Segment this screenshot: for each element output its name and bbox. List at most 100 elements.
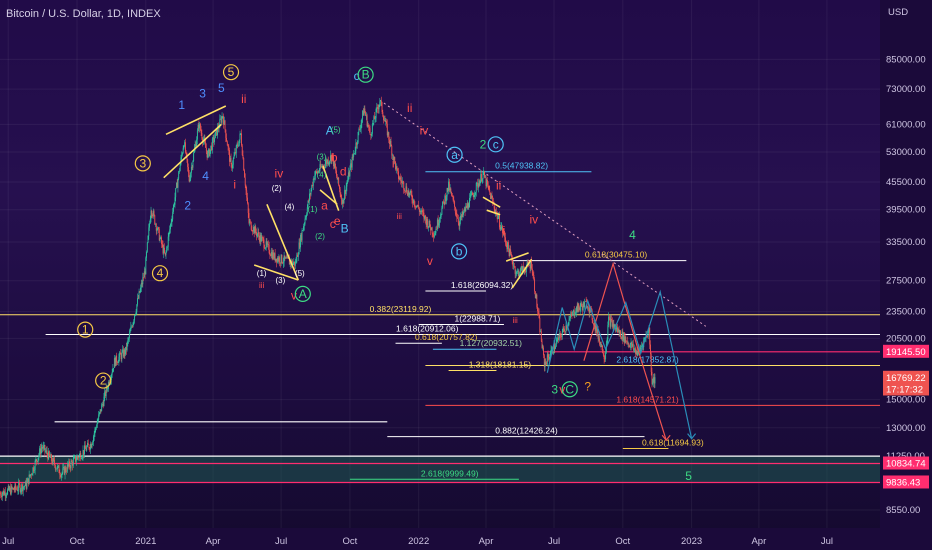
candle-body xyxy=(223,120,225,125)
candle-body xyxy=(421,210,423,212)
candle-body xyxy=(644,337,645,340)
candle-body xyxy=(635,350,637,354)
candle-body xyxy=(458,222,460,227)
wave-label: a xyxy=(451,148,458,162)
wave-label: iv xyxy=(420,123,429,137)
candle-body xyxy=(278,257,280,261)
candle-body xyxy=(513,265,515,267)
wave-label: iv xyxy=(529,213,538,227)
candle-body xyxy=(494,208,496,213)
candle-body xyxy=(211,138,213,151)
candle-body xyxy=(330,155,332,162)
candle-body xyxy=(610,319,612,327)
candle-body xyxy=(45,450,47,452)
candle-body xyxy=(66,464,68,472)
candle-body xyxy=(602,345,604,353)
candle-body xyxy=(552,353,554,354)
candle-body xyxy=(253,227,254,232)
candle-body xyxy=(306,207,308,215)
candle-body xyxy=(447,187,449,191)
pattern-line xyxy=(511,258,533,289)
candle-body xyxy=(22,486,24,492)
candle-body xyxy=(126,342,128,350)
candle-body xyxy=(500,226,502,230)
wave-label: (2) xyxy=(272,184,282,193)
candle-body xyxy=(401,181,403,183)
candle-body xyxy=(577,303,579,312)
candle-body xyxy=(15,484,17,489)
candle-body xyxy=(101,403,103,405)
candle-body xyxy=(7,486,9,490)
candle-body xyxy=(83,450,85,455)
y-tick-label: 85000.00 xyxy=(886,54,926,65)
candle-body xyxy=(82,450,84,457)
candle-body xyxy=(118,356,120,363)
candle-body xyxy=(298,242,300,255)
candle-body xyxy=(214,138,216,142)
candle-body xyxy=(100,409,102,412)
candle-body xyxy=(140,283,142,288)
candle-body xyxy=(478,183,479,188)
candle-body xyxy=(374,118,376,120)
candle-body xyxy=(121,352,123,360)
candle-body xyxy=(84,445,86,449)
candle-body xyxy=(266,241,268,245)
x-tick-label: Apr xyxy=(206,536,221,547)
candle-body xyxy=(527,262,529,263)
candle-body xyxy=(433,235,435,237)
wave-label-circle xyxy=(77,321,94,338)
candle-body xyxy=(544,361,546,368)
candle-body xyxy=(225,129,227,138)
candle-body xyxy=(398,178,400,180)
candle-body xyxy=(486,180,488,187)
x-tick-label: 2023 xyxy=(681,536,702,547)
candle-body xyxy=(335,167,337,171)
candle-body xyxy=(270,252,272,256)
candle-body xyxy=(618,328,620,334)
candle-body xyxy=(1,493,3,498)
candle-body xyxy=(127,339,129,343)
candle-body xyxy=(581,303,583,307)
candle-body xyxy=(54,465,56,470)
candle-body xyxy=(200,130,202,133)
candle-body xyxy=(449,188,451,191)
candle-body xyxy=(525,271,527,273)
candle-body xyxy=(336,175,338,180)
candle-body xyxy=(487,184,489,187)
candle-body xyxy=(426,219,428,225)
candle-body xyxy=(222,116,224,117)
candle-body xyxy=(507,242,509,250)
candle-body xyxy=(414,205,416,206)
candle-body xyxy=(57,465,59,467)
candle-body xyxy=(367,125,369,127)
candle-body xyxy=(284,255,286,259)
wave-label-circle xyxy=(222,64,240,81)
candle-body xyxy=(557,337,559,340)
candle-body xyxy=(320,164,322,168)
candle-body xyxy=(521,266,523,274)
candle-body xyxy=(640,346,642,350)
candle-body xyxy=(401,180,402,183)
candle-body xyxy=(216,129,218,136)
wave-label: iv xyxy=(275,167,284,181)
candle-body xyxy=(48,451,50,456)
candle-body xyxy=(226,141,228,146)
candle-body xyxy=(171,219,173,223)
candle-body xyxy=(196,139,198,147)
price-tag-label: 10834.74 xyxy=(886,459,926,470)
candle-body xyxy=(369,128,371,135)
candle-body xyxy=(182,148,184,154)
candle-body xyxy=(21,484,23,490)
candle-body xyxy=(571,315,573,316)
candle-body xyxy=(226,137,227,142)
candle-body xyxy=(515,273,517,275)
candle-body xyxy=(213,137,215,142)
candle-body xyxy=(441,207,443,215)
candle-body xyxy=(210,145,212,150)
candle-body xyxy=(333,156,334,167)
candle-body xyxy=(20,489,22,492)
candle-body xyxy=(654,377,656,384)
wave-label: iii xyxy=(397,212,403,221)
candle-body xyxy=(483,171,485,173)
